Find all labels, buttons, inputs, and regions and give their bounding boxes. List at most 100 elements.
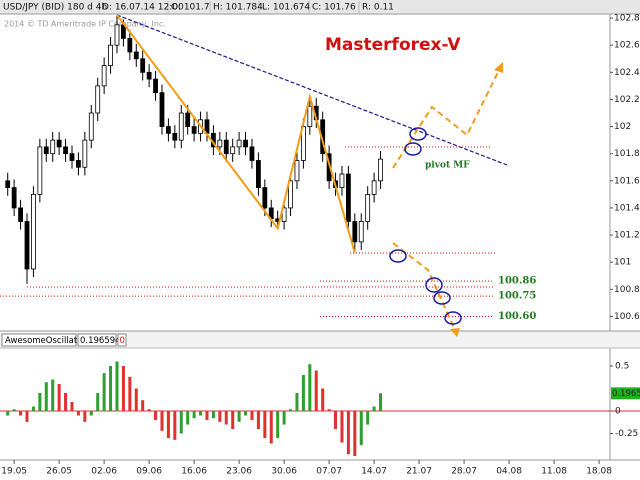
indicator-value-box xyxy=(77,333,117,347)
oscillator-bar xyxy=(192,411,196,419)
candle-body xyxy=(11,187,17,209)
candle-body xyxy=(371,180,377,195)
y-tick-label: 101 xyxy=(614,258,631,268)
oscillator-bar xyxy=(346,411,350,455)
oscillator-bar xyxy=(289,409,293,412)
oscillator-bar xyxy=(121,366,125,412)
x-tick-label: 02.06 xyxy=(91,467,117,477)
arrow-head xyxy=(450,328,460,337)
x-tick-label: 30.06 xyxy=(271,467,297,477)
candle-body xyxy=(140,58,146,73)
oscillator-bar xyxy=(147,409,151,412)
level-label: 100.75 xyxy=(498,291,536,302)
candle-body xyxy=(76,160,81,168)
candle-body xyxy=(185,112,191,127)
oscillator-bar xyxy=(31,406,35,412)
oscillator-bar xyxy=(44,382,48,412)
oscillator-bar xyxy=(166,411,170,439)
oscillator-bar xyxy=(12,409,16,412)
level-label: 100.60 xyxy=(498,311,536,322)
candle-body xyxy=(56,139,62,148)
candle-body xyxy=(88,112,94,141)
oscillator-bar xyxy=(51,379,55,412)
candle-body xyxy=(262,187,268,209)
x-tick-label: 09.06 xyxy=(136,467,162,477)
indicator-value: 0.196594 xyxy=(80,336,121,346)
candle-body xyxy=(223,139,229,155)
candle-body xyxy=(153,78,158,94)
x-tick-label: 18.08 xyxy=(586,467,612,477)
oscillator-bar xyxy=(89,411,93,416)
chart-title: Masterforex-V xyxy=(325,35,461,55)
oscillator-bar xyxy=(38,393,42,412)
candle-body xyxy=(365,193,371,222)
oscillator-bar xyxy=(321,388,325,412)
oscillator-bar xyxy=(237,411,241,422)
candle-body xyxy=(281,207,287,222)
candle-body xyxy=(101,65,107,87)
y-tick-label: 102.2 xyxy=(614,95,640,105)
y-tick-label: 102.4 xyxy=(614,68,640,78)
x-tick-label: 14.07 xyxy=(361,467,387,477)
candle-body xyxy=(217,139,223,148)
y-tick-label: 101.8 xyxy=(614,149,640,159)
oscillator-bar xyxy=(282,411,286,425)
y-tick-label: 0 xyxy=(615,407,621,417)
y-tick-label: 101.2 xyxy=(614,231,640,241)
oscillator-bar xyxy=(295,393,299,412)
y-tick-label: 102.8 xyxy=(614,14,640,24)
indicator-name: AwesomeOscillator xyxy=(5,336,86,346)
oscillator-bar xyxy=(231,411,235,430)
oscillator-bar xyxy=(6,411,10,416)
level-label: 100.86 xyxy=(498,276,536,287)
oscillator-bar xyxy=(76,411,80,416)
oscillator-bar xyxy=(327,409,331,412)
oscillator-bar xyxy=(19,411,23,416)
candle-body xyxy=(50,139,56,155)
y-tick-label: 0.5 xyxy=(615,362,629,372)
oscillator-bar xyxy=(70,402,74,412)
oscillator-bar xyxy=(372,406,376,412)
symbol: USD/JPY (BID) 180 d 4h xyxy=(3,3,107,13)
x-tick-label: 26.05 xyxy=(46,467,72,477)
oscillator-bar xyxy=(250,411,254,421)
candle-body xyxy=(82,139,88,168)
y-tick-label: 102.6 xyxy=(614,41,640,51)
candle-body xyxy=(255,160,261,188)
candle-body xyxy=(236,139,242,148)
candle-body xyxy=(31,193,36,270)
oscillator-bar xyxy=(308,364,312,412)
y-tick-label: 101.6 xyxy=(614,176,640,186)
candle-body xyxy=(243,139,248,148)
oscillator-bar xyxy=(109,366,113,412)
candle-body xyxy=(352,221,358,243)
indicator-param: 0 xyxy=(120,336,125,346)
candle-body xyxy=(114,24,120,46)
arrow-head xyxy=(494,62,503,73)
candle-body xyxy=(159,92,165,127)
candle-body xyxy=(178,112,184,141)
candle-body xyxy=(18,207,23,222)
candle-body xyxy=(172,132,178,141)
pivot-label: pivot MF xyxy=(425,161,470,171)
high-price: H: 101.784 xyxy=(213,3,263,13)
x-tick-label: 11.08 xyxy=(541,467,567,477)
marker-ellipse xyxy=(444,311,462,325)
oscillator-bar xyxy=(199,411,203,416)
oscillator-bar xyxy=(25,411,29,422)
header-separators xyxy=(98,1,360,13)
candle-body xyxy=(294,160,300,182)
oscillator-bar xyxy=(205,411,209,421)
oscillator-bar xyxy=(102,373,106,412)
oscillator-bar xyxy=(269,411,273,444)
y-tick-label: 100.8 xyxy=(614,285,640,295)
close-price: C: 101.76 xyxy=(312,3,356,13)
oscillator-bar xyxy=(141,400,145,412)
marker-ellipse xyxy=(409,127,427,141)
x-tick-label: 28.07 xyxy=(451,467,477,477)
marker-ellipse xyxy=(404,142,422,156)
current-value-label: 0.19655 xyxy=(612,389,640,399)
oscillator-bar xyxy=(301,375,305,412)
oscillator-bar xyxy=(334,411,338,430)
